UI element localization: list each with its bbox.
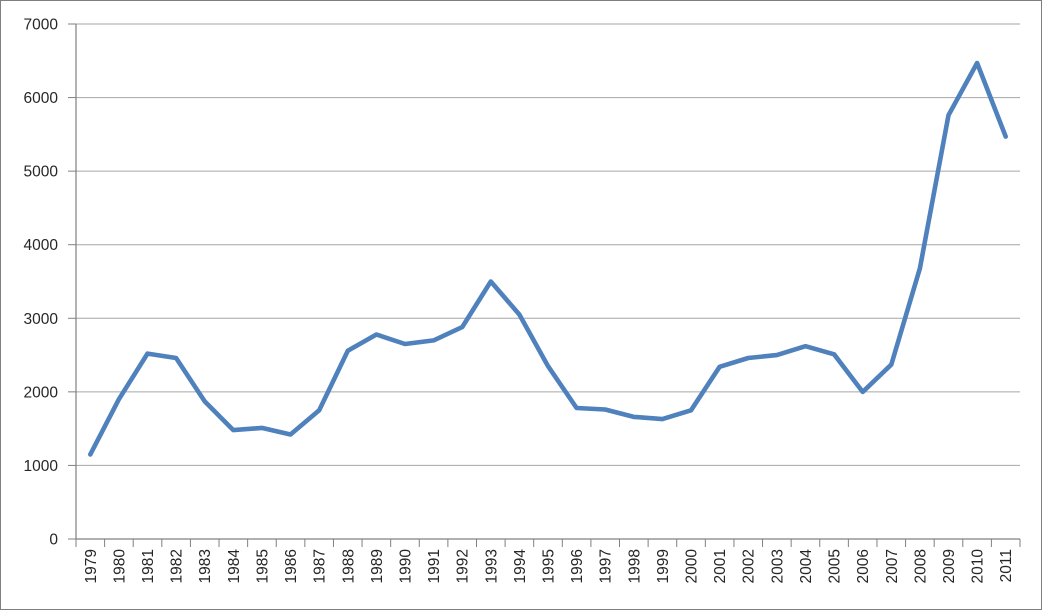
x-axis-tick-label: 2007	[884, 549, 901, 583]
x-axis-tick-label: 1980	[111, 549, 128, 584]
x-axis-tick-label: 1992	[455, 549, 472, 583]
x-axis-tick-label: 2009	[941, 549, 958, 583]
x-axis-tick-label: 2010	[970, 549, 987, 584]
x-axis-tick-label: 1991	[426, 549, 443, 583]
x-axis-tick-label: 2008	[912, 549, 929, 583]
x-axis-tick-label: 1986	[283, 549, 300, 583]
y-axis-tick-label: 3000	[24, 311, 59, 328]
y-axis-tick-label: 1000	[24, 458, 59, 475]
y-axis-tick-label: 5000	[24, 164, 59, 181]
data-series-line	[88, 60, 1009, 457]
x-axis-tick-label: 1984	[226, 549, 243, 584]
x-axis-tick-label: 1996	[569, 549, 586, 583]
x-axis-tick-label: 2001	[712, 549, 729, 583]
x-axis-tick-label: 2002	[741, 549, 758, 583]
y-axis-tick-label: 6000	[24, 90, 59, 107]
x-axis-tick-label: 1990	[397, 549, 414, 584]
x-axis-tick-label: 2006	[855, 549, 872, 583]
x-axis-tick-label: 1999	[655, 549, 672, 583]
x-axis-tick-label: 1989	[369, 549, 386, 583]
x-axis-tick-label: 2000	[684, 549, 701, 584]
x-axis-tick-label: 2005	[827, 549, 844, 583]
x-axis-tick-label: 1983	[197, 549, 214, 583]
x-axis-tick-label: 1985	[254, 549, 271, 583]
x-axis-tick-label: 2011	[998, 549, 1015, 582]
y-axis-tick-label: 0	[49, 532, 58, 549]
x-axis-tick-label: 1982	[169, 549, 186, 583]
y-axis-tick-label: 4000	[24, 237, 59, 254]
y-axis-tick-label: 7000	[24, 17, 59, 34]
x-axis-tick-label: 2003	[769, 549, 786, 583]
x-axis-tick-label: 1981	[140, 549, 157, 583]
x-axis-tick-label: 1979	[83, 549, 100, 583]
x-axis-tick-label: 1998	[626, 549, 643, 583]
y-axis-tick-label: 2000	[24, 384, 59, 401]
x-axis-tick-label: 1997	[598, 549, 615, 583]
x-axis-tick-label: 1987	[312, 549, 329, 583]
x-axis-tick-label: 2004	[798, 549, 815, 584]
x-axis-tick-label: 1993	[483, 549, 500, 583]
x-axis-tick-label: 1995	[541, 549, 558, 583]
x-axis-tick-label: 1994	[512, 549, 529, 584]
x-axis-tick-label: 1988	[340, 549, 357, 583]
